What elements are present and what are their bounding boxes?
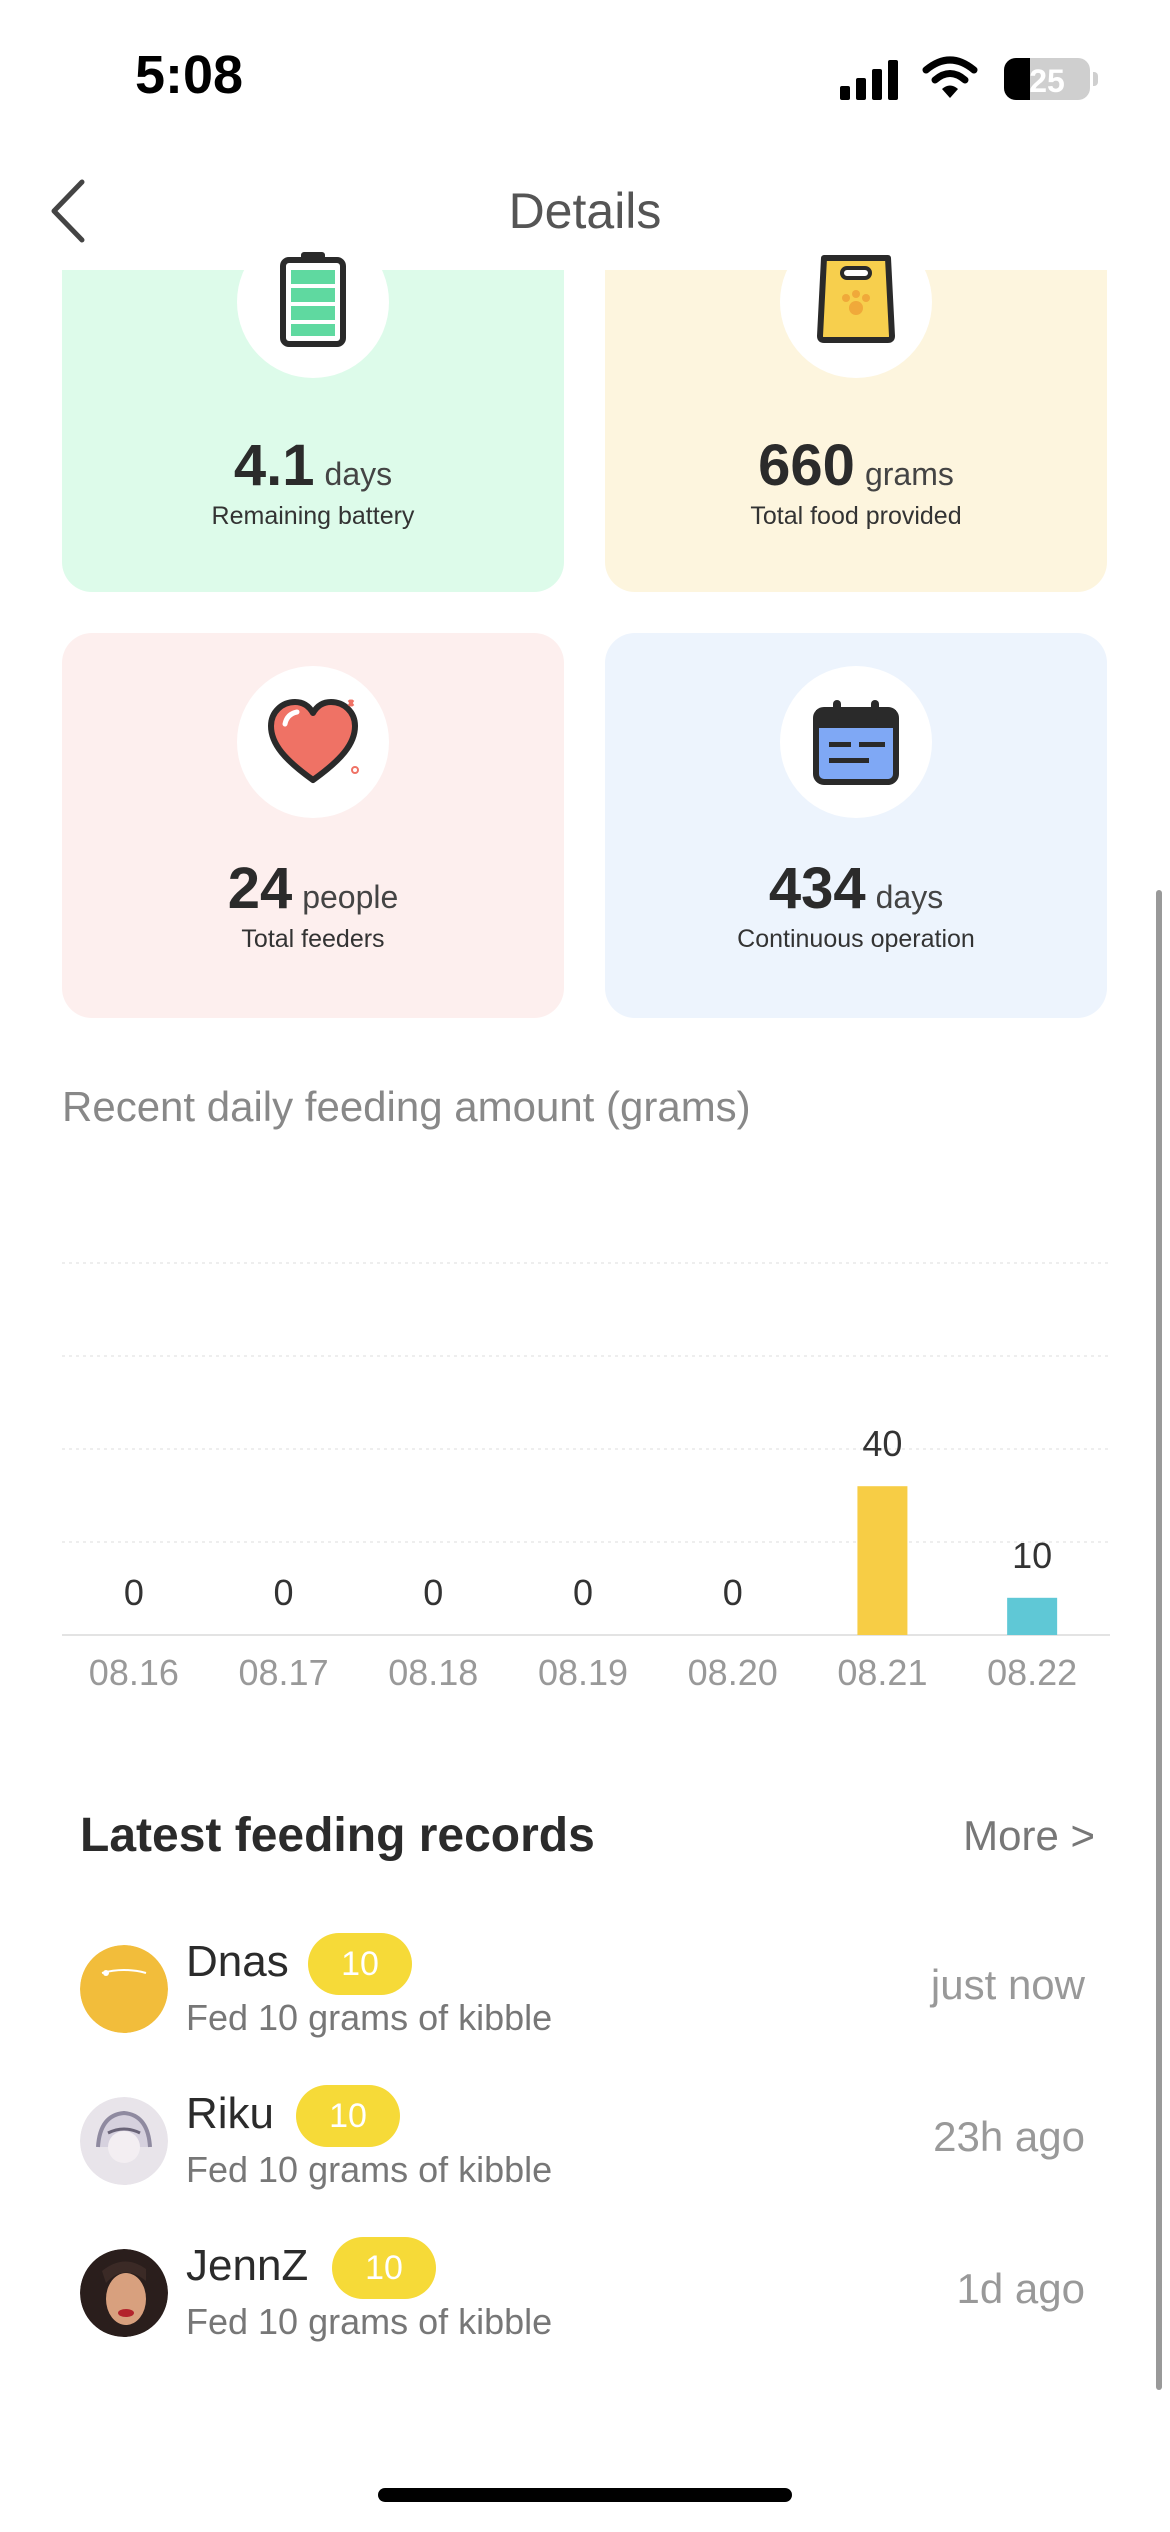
scrollbar[interactable] [1156, 890, 1162, 2390]
bar-08.22 [1007, 1597, 1058, 1635]
feed-description: Fed 10 grams of kibble [186, 1997, 553, 2038]
data-label-08.19: 0 [573, 1572, 593, 1613]
tick-label-08.16: 08.16 [89, 1652, 179, 1693]
feeder-name: JennZ [186, 2241, 309, 2290]
tick-label-08.20: 08.20 [688, 1652, 778, 1693]
card-value: 434 [768, 856, 866, 921]
tick-label-08.22: 08.22 [987, 1652, 1077, 1693]
status-time: 5:08 [135, 45, 244, 105]
feed-description: Fed 10 grams of kibble [186, 2301, 553, 2342]
bar-08.21 [857, 1486, 908, 1635]
avatar [80, 2097, 168, 2185]
card-caption: Remaining battery [211, 502, 415, 530]
battery-icon [280, 252, 346, 347]
card-caption: Continuous operation [737, 925, 975, 953]
card-value: 24 [227, 856, 293, 921]
battery-indicator: 25 [1004, 58, 1098, 100]
avatar [80, 1945, 168, 2033]
calendar-icon-wrap [780, 666, 932, 818]
data-label-08.18: 0 [423, 1572, 443, 1613]
feeder-name: Dnas [186, 1937, 289, 1986]
feeder-name: Riku [186, 2089, 275, 2138]
card-remaining-battery: 4.1 days Remaining battery [62, 226, 564, 592]
feed-time: just now [930, 1961, 1085, 2008]
data-label-08.17: 0 [274, 1572, 294, 1613]
food-bag-icon [817, 255, 895, 343]
more-link[interactable]: More > [963, 1812, 1095, 1859]
card-unit: days [875, 879, 944, 915]
avatar-jennz-icon [80, 2249, 168, 2337]
card-continuous-operation: 434 days Continuous operation [605, 633, 1107, 1018]
avatar-dnas-icon [80, 1945, 168, 2033]
nav-bar: Details [0, 150, 1170, 270]
chart-title: Recent daily feeding amount (grams) [62, 1083, 751, 1130]
food-bag-icon-wrap [780, 226, 932, 378]
records-title: Latest feeding records [80, 1809, 595, 1862]
home-indicator[interactable] [378, 2488, 792, 2502]
data-label-08.16: 0 [124, 1572, 144, 1613]
avatar [80, 2249, 168, 2337]
list-item[interactable]: Dnas 10 Fed 10 grams of kibble just now [0, 1933, 1170, 2095]
heart-icon [268, 699, 359, 783]
feed-badge: 10 [308, 1933, 412, 1995]
tick-label-08.18: 08.18 [388, 1652, 478, 1693]
data-label-08.22: 10 [1012, 1535, 1052, 1576]
calendar-icon [813, 700, 899, 785]
avatar-riku-icon [80, 2097, 168, 2185]
feed-badge: 10 [296, 2085, 400, 2147]
tick-label-08.19: 08.19 [538, 1652, 628, 1693]
feed-time: 1d ago [956, 2265, 1085, 2312]
wifi-icon [922, 56, 978, 98]
tick-label-08.21: 08.21 [837, 1652, 927, 1693]
feed-description: Fed 10 grams of kibble [186, 2149, 553, 2190]
data-label-08.20: 0 [723, 1572, 743, 1613]
daily-feeding-chart: 0 08.16 0 08.17 0 08.18 0 08.19 0 08.20 40 08.21 10 0… [62, 1262, 1110, 1693]
card-total-food: 660 grams Total food provided [605, 226, 1107, 592]
data-label-08.21: 40 [862, 1423, 902, 1464]
card-unit: days [324, 456, 393, 492]
feed-time: 23h ago [933, 2113, 1085, 2160]
card-total-feeders: 24 people Total feeders [62, 633, 564, 1018]
list-item[interactable]: JennZ 10 Fed 10 grams of kibble 1d ago [0, 2237, 1170, 2399]
signal-icon [840, 60, 898, 100]
card-value: 4.1 [233, 433, 315, 498]
list-item[interactable]: Riku 10 Fed 10 grams of kibble 23h ago [0, 2085, 1170, 2247]
tick-label-08.17: 08.17 [239, 1652, 329, 1693]
page-title: Details [508, 183, 662, 239]
battery-level: 25 [1029, 63, 1065, 99]
card-value: 660 [758, 433, 855, 498]
card-unit: grams [864, 456, 954, 492]
heart-icon-wrap [237, 666, 389, 818]
card-caption: Total feeders [241, 925, 385, 953]
status-icons: 25 [840, 52, 1098, 112]
card-caption: Total food provided [750, 502, 962, 530]
feed-badge: 10 [332, 2237, 436, 2299]
status-bar: 5:08 25 [0, 0, 1170, 150]
chevron-left-icon[interactable] [40, 176, 100, 246]
battery-icon-wrap [237, 226, 389, 378]
card-unit: people [302, 879, 399, 915]
